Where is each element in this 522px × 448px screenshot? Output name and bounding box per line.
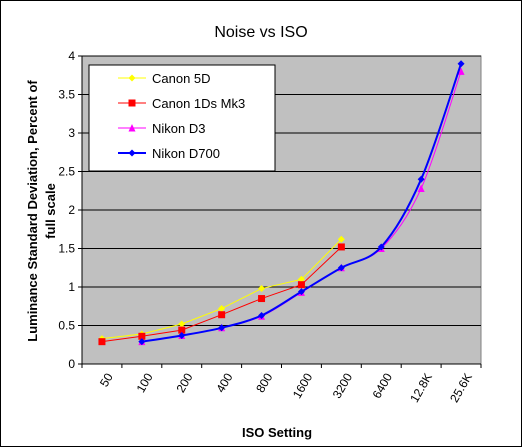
- chart-title: Noise vs ISO: [214, 24, 307, 41]
- y-tick-label: 3: [68, 126, 75, 140]
- x-tick-label: 12.8K: [407, 371, 435, 405]
- data-point: [298, 281, 305, 288]
- data-point: [338, 243, 345, 250]
- legend-swatch-marker: [129, 100, 136, 107]
- legend-label: Canon 1Ds Mk3: [152, 96, 245, 111]
- x-tick-label: 1600: [290, 370, 316, 400]
- y-tick-label: 2.5: [58, 165, 75, 179]
- data-point: [258, 295, 265, 302]
- y-tick-label: 0.5: [58, 319, 75, 333]
- legend: Canon 5D Canon 1Ds Mk3 Nikon D3 Nikon D700: [89, 65, 275, 171]
- y-axis-title-line-1: Luminance Standard Deviation, Percent of: [25, 80, 40, 342]
- y-tick-label: 1: [68, 280, 75, 294]
- y-tick-label: 3.5: [58, 88, 75, 102]
- x-tick-label: 6400: [370, 370, 396, 400]
- y-tick-label: 4: [68, 49, 75, 63]
- x-axis-title: ISO Setting: [242, 425, 312, 440]
- x-tick-label: 400: [213, 370, 235, 395]
- y-tick-label: 1.5: [58, 242, 75, 256]
- x-tick-label: 200: [173, 370, 195, 395]
- y-tick-label: 0: [68, 357, 75, 371]
- data-point: [98, 338, 105, 345]
- x-tick-label: 100: [134, 370, 156, 395]
- x-tick-label: 800: [253, 370, 275, 395]
- y-axis-title-line-2: full scale: [43, 183, 58, 239]
- x-axis: 50 100 200 400 800 1600 3200 6400 12.8K 25.6K: [82, 364, 481, 405]
- y-axis: 0 0.5 1 1.5 2 2.5 3 3.5 4: [58, 49, 82, 371]
- y-axis-title: Luminance Standard Deviation, Percent of…: [25, 80, 58, 342]
- data-point: [218, 311, 225, 318]
- legend-label: Nikon D3: [152, 121, 205, 136]
- legend-label: Canon 5D: [152, 71, 211, 86]
- legend-label: Nikon D700: [152, 146, 220, 161]
- x-tick-label: 50: [97, 370, 116, 389]
- x-tick-label: 3200: [330, 370, 356, 400]
- x-tick-label: 25.6K: [447, 371, 475, 405]
- y-tick-label: 2: [68, 203, 75, 217]
